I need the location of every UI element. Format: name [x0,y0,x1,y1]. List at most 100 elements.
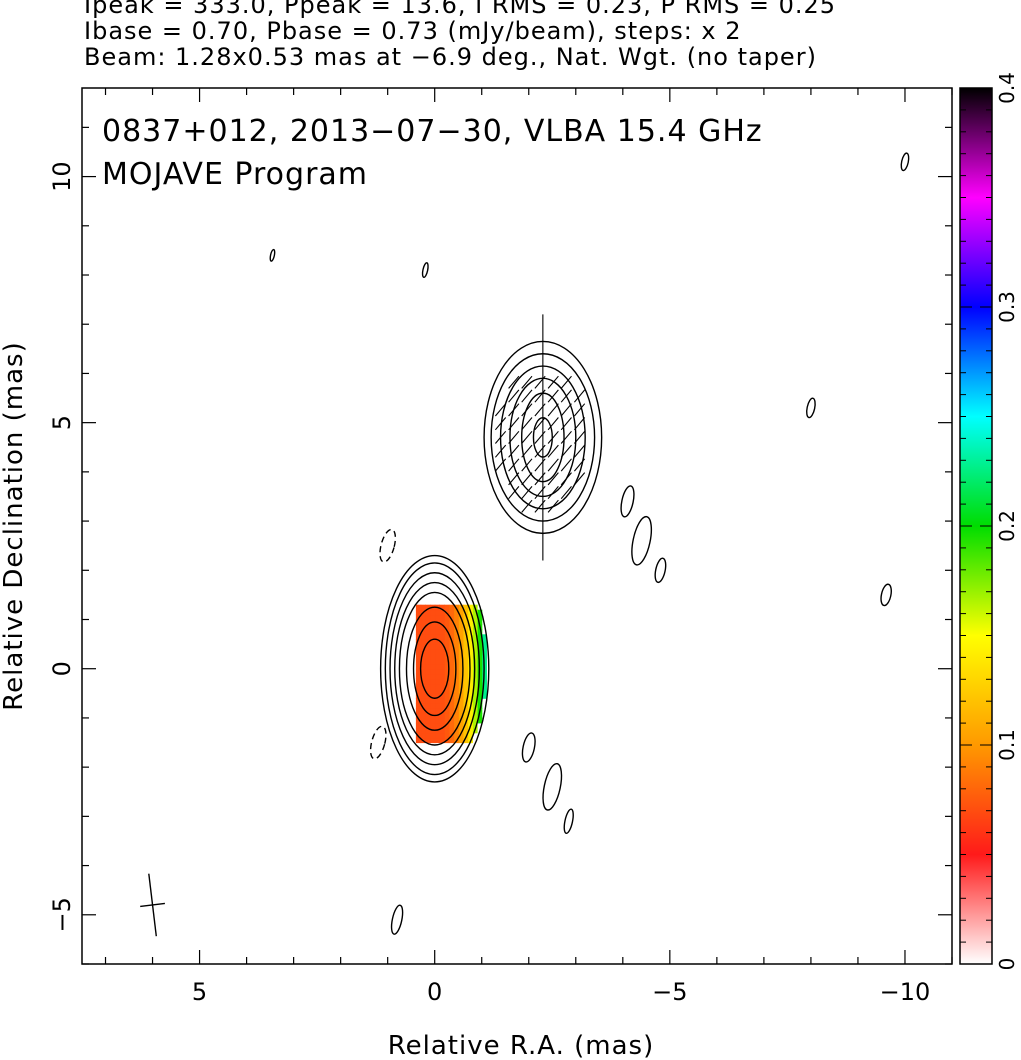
polarization-pixel [448,722,455,729]
colorbar: 0 0.1 0.2 0.3 0.4 [959,72,1019,970]
polarization-pixel [462,717,469,724]
polarization-pixel [462,722,469,729]
y-tick-label: 5 [48,415,76,430]
polarization-pixel [448,619,455,625]
polarization-pixel [430,624,436,630]
polarization-pixel [439,693,445,699]
polarization-vector [521,472,533,486]
polarization-pixel [415,708,422,714]
polarization-pixel [434,708,440,714]
contour-level [398,591,471,746]
polarization-pixel [448,678,455,685]
polarization-pixel [415,688,422,694]
polarization-pixel [420,713,426,719]
polarization-pixel [434,673,440,680]
polarization-vector [521,444,533,458]
polarization-pixel [462,639,469,645]
polarization-pixel [425,732,431,739]
polarization-pixel [415,713,422,719]
contour-level [405,606,464,731]
polarization-vector [573,430,586,444]
polarization-pixel [462,619,469,625]
polarization-pixel [425,624,431,630]
polarization-vector [534,499,546,513]
polarization-pixel [472,614,478,621]
polarization-pixel [420,678,426,685]
polarization-pixel [420,619,426,625]
polarization-pixel [425,654,431,660]
polarization-pixel [448,673,455,680]
polarization-vector [560,444,572,458]
polarization-pixel [448,688,455,694]
polarization-pixel [467,614,473,621]
polarization-pixel [425,619,431,625]
polarization-vector [494,444,507,458]
polarization-pixel [425,663,431,670]
polarization-pixel [467,732,473,739]
polarization-pixel [477,644,483,650]
y-tick-label: 10 [48,161,76,192]
polarization-vector [547,430,559,444]
polarization-pixel [434,649,440,655]
polarization-pixel [439,644,445,650]
colorbar-ticks: 0 0.1 0.2 0.3 0.4 [960,72,1019,970]
polarization-vector [494,403,507,417]
polarization-pixel [425,668,431,675]
polarization-vector [573,458,586,472]
polarization-pixel [481,683,487,689]
polarization-pixel [415,717,422,724]
polarization-vector [534,389,546,403]
polarization-vector [573,403,586,417]
polarization-pixel [430,668,436,675]
polarization-pixel [467,683,473,689]
polarization-pixel [439,688,445,694]
polarization-vector [508,458,520,472]
polarization-pixel [462,668,469,675]
polarization-vector [547,472,559,486]
polarization-vector [494,458,507,472]
polarization-pixel [430,722,436,729]
polarization-pixel [425,683,431,689]
polarization-pixel [430,644,436,650]
polarization-pixel [415,654,422,660]
polarization-pixel [477,649,483,655]
polarization-pixel [448,624,455,630]
polarization-pixel [434,693,440,699]
polarization-pixel [425,722,431,729]
polarization-pixel [444,732,450,739]
polarization-pixel [453,609,459,616]
polarization-pixel [472,683,478,689]
polarization-vector [560,486,572,500]
polarization-pixel [477,703,483,709]
polarization-pixel [453,654,459,660]
polarization-pixel [434,722,440,729]
polarization-pixel [477,717,483,724]
polarization-pixel [420,604,426,611]
polarization-pixel [434,683,440,689]
polarization-pixel [430,614,436,621]
polarization-vector [560,458,572,472]
polarization-pixel [444,727,450,734]
polarization-pixel [453,688,459,694]
polarization-pixel [430,673,436,680]
x-tick-label: 5 [192,978,207,1006]
polarization-pixel [448,644,455,650]
polarization-pixel [481,634,487,640]
header-stats-line: Ipeak = 333.0, Ppeak = 13.6, I RMS = 0.2… [84,0,837,19]
polarization-pixel [420,727,426,734]
polarization-pixel [453,634,459,640]
polarization-pixel [444,619,450,625]
polarization-pixel [420,688,426,694]
polarization-vector [560,403,572,417]
polarization-pixel [462,683,469,689]
polarization-pixel [453,708,459,714]
polarization-pixel [425,698,431,704]
polarization-pixel [434,732,440,739]
component-core [379,554,490,783]
polarization-pixel [477,614,483,621]
polarization-pixel [430,609,436,616]
polarization-pixel [462,604,469,611]
polarization-pixel [453,703,459,709]
polarization-pixel [434,703,440,709]
polarization-pixel [458,722,464,729]
